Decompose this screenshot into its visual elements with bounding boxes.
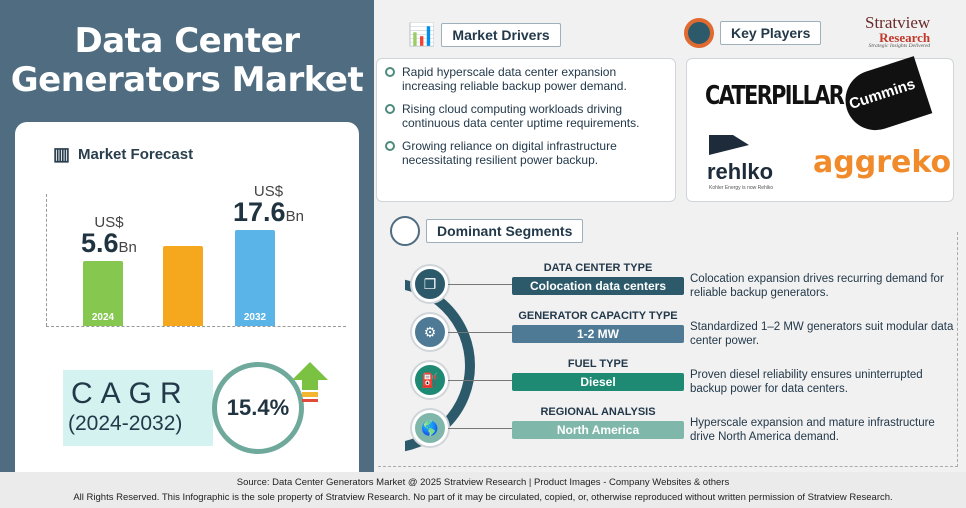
segment-value: North America — [512, 421, 684, 439]
key-players-header: Key Players — [684, 18, 822, 48]
value-number: 17.6 — [233, 197, 286, 228]
cagr-label: CAGR — [71, 377, 190, 410]
forecast-card: ▥ Market Forecast 2024 US$ 5.6Bn 2032 US$ 17.6… — [15, 122, 359, 472]
driver-item: Growing reliance on digital infrastructu… — [385, 139, 667, 167]
segment-icon: 🌎 — [412, 410, 448, 446]
bullet-icon — [385, 104, 395, 114]
driver-text: Rapid hyperscale data center expansion i… — [402, 65, 627, 93]
segment-icon: ❐ — [412, 266, 448, 302]
segment-icon: ⚙ — [412, 314, 448, 350]
footer: Source: Data Center Generators Market @ … — [0, 472, 966, 508]
cummins-logo: Cummins — [837, 56, 933, 138]
connector-line — [448, 332, 512, 333]
arrow-stripe — [302, 392, 318, 397]
segment-description: Colocation expansion drives recurring de… — [690, 273, 944, 299]
connector-line — [448, 380, 512, 381]
market-drivers-list: Rapid hyperscale data center expansion i… — [376, 58, 676, 202]
driver-item: Rapid hyperscale data center expansion i… — [385, 65, 667, 93]
market-drivers-label: Market Drivers — [441, 23, 561, 47]
caterpillar-logo: CATERPILLAR — [705, 81, 845, 111]
x-axis — [46, 326, 346, 327]
forecast-heading-label: Market Forecast — [78, 146, 194, 163]
value-label: US$ 5.6Bn — [81, 215, 137, 257]
bullet-icon — [385, 141, 395, 151]
bar-2024: 2024 — [83, 261, 123, 326]
unit-label: Bn — [285, 208, 304, 226]
driver-text: Growing reliance on digital infrastructu… — [402, 139, 617, 167]
brand-tagline: Strategic Insights Delivered — [868, 43, 931, 49]
segments-frame — [378, 232, 958, 467]
segment-description: Proven diesel reliability ensures uninte… — [690, 369, 923, 395]
forecast-heading: ▥ Market Forecast — [53, 144, 193, 165]
rehlko-tagline: Kohler Energy is now Rehlko — [709, 185, 774, 191]
segment-icon: ⛽ — [412, 362, 448, 398]
rehlko-logo: rehlko — [707, 159, 774, 184]
connector-line — [448, 284, 512, 285]
left-panel: Data Center Generators Market ▥ Market For… — [0, 0, 374, 472]
connector-line — [448, 428, 512, 429]
segment-description: Hyperscale expansion and mature infrastr… — [690, 417, 935, 443]
currency-label: US$ — [253, 183, 284, 201]
brand-name-2: Research — [879, 30, 931, 45]
cagr-box — [63, 370, 213, 446]
up-arrow-icon — [292, 362, 328, 380]
players-icon — [684, 18, 714, 48]
driver-text: Rising cloud computing workloads driving… — [402, 102, 640, 130]
rehlko-mark-icon — [709, 135, 749, 155]
arrow-stripe — [302, 399, 318, 402]
segment-value: Diesel — [512, 373, 684, 391]
segment-item: DATA CENTER TYPE Colocation data centers — [512, 262, 684, 295]
key-players-logos: CATERPILLAR Cummins rehlko Kohler Energy… — [686, 56, 954, 202]
market-drivers-header: 📊 Market Drivers — [408, 22, 561, 48]
segment-type: REGIONAL ANALYSIS — [540, 406, 656, 418]
bar-chart-icon: ▥ — [53, 144, 71, 164]
segment-type: DATA CENTER TYPE — [543, 262, 653, 274]
key-players-label: Key Players — [720, 21, 822, 45]
currency-label: US$ — [94, 214, 124, 232]
bullet-icon — [385, 67, 395, 77]
bar-mid — [163, 245, 203, 326]
stratview-logo: Stratview Research Strategic Insights De… — [865, 14, 930, 50]
up-arrow-stem — [302, 380, 318, 390]
bar-2032: 2032 — [235, 230, 275, 326]
chart-growth-icon: 📊 — [408, 22, 436, 47]
value-number: 5.6 — [81, 228, 119, 259]
segment-description: Standardized 1–2 MW generators suit modu… — [690, 321, 954, 347]
dominant-segments-header: Dominant Segments — [390, 216, 584, 246]
footer-source: Source: Data Center Generators Market @ … — [236, 477, 730, 488]
footer-rights: All Rights Reserved. This Infographic is… — [73, 492, 893, 503]
segment-type: GENERATOR CAPACITY TYPE — [518, 310, 678, 322]
cagr-value: 15.4% — [226, 395, 290, 420]
cagr-value-ring: 15.4% — [212, 362, 304, 454]
title-line-2: Generators Market — [10, 60, 364, 100]
driver-item: Rising cloud computing workloads driving… — [385, 102, 667, 130]
title-line-1: Data Center — [74, 21, 301, 61]
y-axis — [46, 194, 47, 326]
aggreko-logo: aggreko — [813, 145, 952, 180]
segment-item: FUEL TYPE Diesel — [512, 358, 684, 391]
page-title: Data Center Generators Market — [0, 22, 374, 100]
cagr-period: (2024-2032) — [68, 412, 183, 435]
segments-icon — [390, 216, 420, 246]
segment-item: REGIONAL ANALYSIS North America — [512, 406, 684, 439]
segment-value: 1-2 MW — [512, 325, 684, 343]
value-label: US$ 17.6Bn — [233, 184, 304, 226]
segment-value: Colocation data centers — [512, 277, 684, 295]
brand-name: Stratview — [865, 13, 931, 32]
unit-label: Bn — [118, 239, 137, 257]
dominant-segments-label: Dominant Segments — [426, 219, 584, 243]
segment-item: GENERATOR CAPACITY TYPE 1-2 MW — [512, 310, 684, 343]
segment-type: FUEL TYPE — [567, 358, 629, 370]
